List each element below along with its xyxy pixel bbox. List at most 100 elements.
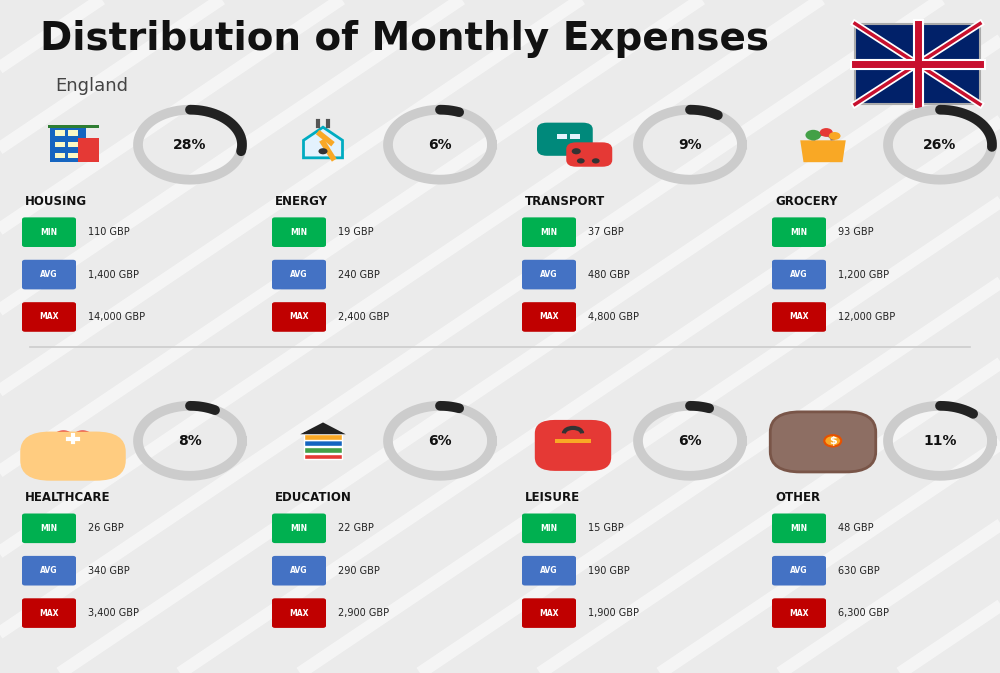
Text: MAX: MAX	[39, 312, 59, 322]
FancyBboxPatch shape	[22, 260, 76, 289]
Text: 2,400 GBP: 2,400 GBP	[338, 312, 389, 322]
FancyBboxPatch shape	[272, 260, 326, 289]
Text: 26%: 26%	[923, 138, 957, 151]
Circle shape	[318, 148, 328, 154]
Text: 26 GBP: 26 GBP	[88, 524, 124, 533]
Text: Distribution of Monthly Expenses: Distribution of Monthly Expenses	[40, 20, 769, 58]
FancyBboxPatch shape	[304, 447, 342, 453]
Text: AVG: AVG	[40, 566, 58, 575]
FancyBboxPatch shape	[772, 598, 826, 628]
FancyBboxPatch shape	[304, 432, 342, 437]
Text: 37 GBP: 37 GBP	[588, 227, 624, 237]
FancyBboxPatch shape	[770, 412, 876, 472]
Text: 9%: 9%	[678, 138, 702, 151]
Text: TRANSPORT: TRANSPORT	[525, 195, 605, 208]
Text: MIN: MIN	[540, 524, 558, 533]
Text: 6%: 6%	[428, 434, 452, 448]
Polygon shape	[300, 423, 346, 434]
Text: 48 GBP: 48 GBP	[838, 524, 874, 533]
Text: MAX: MAX	[789, 608, 809, 618]
Text: MIN: MIN	[40, 524, 58, 533]
FancyBboxPatch shape	[566, 143, 612, 167]
FancyBboxPatch shape	[304, 454, 342, 459]
Text: 630 GBP: 630 GBP	[838, 566, 880, 575]
Text: MAX: MAX	[539, 312, 559, 322]
FancyBboxPatch shape	[272, 556, 326, 586]
Text: 4,800 GBP: 4,800 GBP	[588, 312, 639, 322]
Text: MIN: MIN	[790, 524, 808, 533]
Text: 11%: 11%	[923, 434, 957, 448]
Text: MAX: MAX	[789, 312, 809, 322]
Text: ENERGY: ENERGY	[275, 195, 328, 208]
Text: 1,900 GBP: 1,900 GBP	[588, 608, 639, 618]
Text: MAX: MAX	[289, 608, 309, 618]
Text: 19 GBP: 19 GBP	[338, 227, 374, 237]
FancyBboxPatch shape	[20, 431, 126, 481]
Text: AVG: AVG	[290, 566, 308, 575]
Text: England: England	[55, 77, 128, 96]
Text: 28%: 28%	[173, 138, 207, 151]
FancyBboxPatch shape	[557, 134, 566, 139]
FancyBboxPatch shape	[22, 513, 76, 543]
FancyBboxPatch shape	[272, 217, 326, 247]
Text: 480 GBP: 480 GBP	[588, 270, 630, 279]
Text: AVG: AVG	[540, 270, 558, 279]
FancyBboxPatch shape	[537, 122, 593, 156]
FancyBboxPatch shape	[522, 513, 576, 543]
Text: OTHER: OTHER	[775, 491, 820, 504]
FancyBboxPatch shape	[55, 131, 65, 135]
Text: AVG: AVG	[540, 566, 558, 575]
Text: MAX: MAX	[39, 608, 59, 618]
Text: HEALTHCARE: HEALTHCARE	[25, 491, 110, 504]
Text: MAX: MAX	[289, 312, 309, 322]
Text: 340 GBP: 340 GBP	[88, 566, 130, 575]
Text: GROCERY: GROCERY	[775, 195, 838, 208]
Circle shape	[820, 128, 833, 137]
FancyBboxPatch shape	[68, 141, 78, 147]
FancyBboxPatch shape	[304, 440, 342, 446]
Text: $: $	[829, 436, 837, 446]
FancyBboxPatch shape	[772, 260, 826, 289]
FancyBboxPatch shape	[272, 513, 326, 543]
Text: MIN: MIN	[40, 227, 58, 237]
Text: MIN: MIN	[540, 227, 558, 237]
FancyBboxPatch shape	[772, 513, 826, 543]
Text: 6,300 GBP: 6,300 GBP	[838, 608, 889, 618]
Polygon shape	[304, 127, 342, 158]
FancyBboxPatch shape	[772, 217, 826, 247]
Text: 8%: 8%	[178, 434, 202, 448]
Text: EDUCATION: EDUCATION	[275, 491, 352, 504]
Text: 2,900 GBP: 2,900 GBP	[338, 608, 389, 618]
Text: 6%: 6%	[678, 434, 702, 448]
FancyBboxPatch shape	[555, 439, 591, 443]
Circle shape	[829, 132, 841, 140]
FancyBboxPatch shape	[522, 302, 576, 332]
Polygon shape	[800, 141, 846, 162]
FancyBboxPatch shape	[68, 153, 78, 158]
FancyBboxPatch shape	[855, 24, 980, 104]
Text: 22 GBP: 22 GBP	[338, 524, 374, 533]
Text: 110 GBP: 110 GBP	[88, 227, 130, 237]
Text: MIN: MIN	[290, 524, 308, 533]
FancyBboxPatch shape	[78, 138, 99, 162]
Circle shape	[577, 158, 585, 164]
Text: 1,200 GBP: 1,200 GBP	[838, 270, 889, 279]
Text: MAX: MAX	[539, 608, 559, 618]
FancyBboxPatch shape	[55, 141, 65, 147]
Text: 6%: 6%	[428, 138, 452, 151]
FancyBboxPatch shape	[50, 127, 86, 162]
Circle shape	[824, 435, 841, 446]
Text: AVG: AVG	[40, 270, 58, 279]
FancyBboxPatch shape	[304, 434, 342, 439]
Circle shape	[805, 130, 821, 141]
FancyBboxPatch shape	[22, 556, 76, 586]
Text: AVG: AVG	[790, 566, 808, 575]
Text: 93 GBP: 93 GBP	[838, 227, 874, 237]
FancyBboxPatch shape	[535, 420, 611, 471]
Text: HOUSING: HOUSING	[25, 195, 87, 208]
FancyBboxPatch shape	[522, 217, 576, 247]
Polygon shape	[54, 431, 92, 455]
Text: MIN: MIN	[790, 227, 808, 237]
FancyBboxPatch shape	[570, 134, 580, 139]
FancyBboxPatch shape	[22, 217, 76, 247]
